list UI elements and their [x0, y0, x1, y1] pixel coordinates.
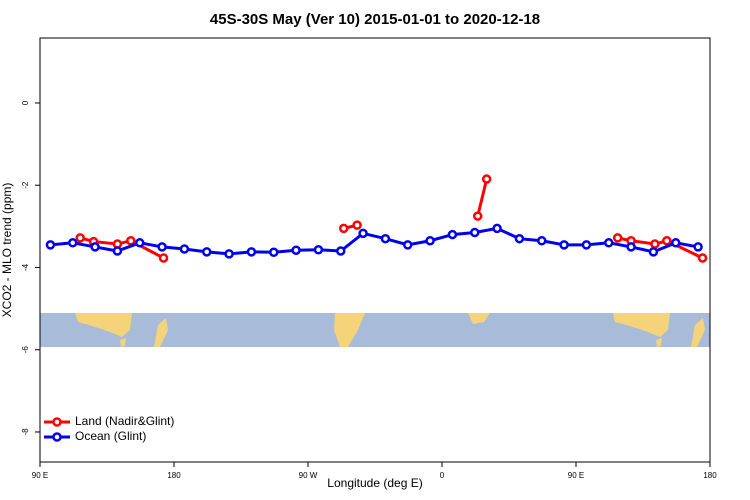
y-tick-label: -8 — [21, 428, 30, 436]
data-point — [157, 242, 167, 252]
data-point — [112, 246, 123, 256]
data-point — [537, 235, 547, 246]
land-shape — [691, 318, 705, 347]
data-point — [662, 235, 672, 246]
data-point — [135, 238, 145, 248]
data-point — [313, 245, 324, 255]
data-point — [358, 228, 368, 239]
data-point — [559, 240, 569, 250]
x-tick-label: 0 — [440, 471, 445, 480]
data-point — [470, 227, 480, 238]
data-point — [338, 223, 349, 234]
data-point — [380, 233, 391, 244]
land-shape — [75, 313, 132, 337]
legend-marker — [52, 417, 62, 427]
y-tick-label: 0 — [21, 100, 30, 105]
plot-frame — [39, 37, 711, 463]
data-point — [481, 174, 492, 184]
data-point — [90, 242, 100, 252]
x-tick-label: 180 — [703, 471, 717, 480]
data-point — [581, 240, 592, 250]
legend-label: Ocean (Glint) — [75, 429, 146, 443]
y-axis-label: XCO2 - MLO trend (ppm) — [0, 183, 14, 318]
land-shape — [154, 318, 168, 347]
data-point — [626, 242, 636, 252]
data-point — [671, 238, 681, 248]
data-point — [291, 245, 301, 255]
chart-title: 45S-30S May (Ver 10) 2015-01-01 to 2020-… — [210, 11, 540, 28]
y-tick-label: -2 — [21, 181, 30, 189]
data-point — [693, 242, 703, 252]
land-shape — [334, 313, 365, 347]
data-point — [472, 211, 483, 221]
data-point — [514, 233, 525, 244]
land-shape — [468, 313, 490, 324]
data-point — [68, 238, 78, 248]
data-point — [650, 239, 660, 249]
x-tick-label: 90 E — [568, 471, 584, 480]
data-point — [697, 253, 708, 263]
legend: Land (Nadir&Glint)Ocean (Glint) — [44, 414, 174, 443]
data-point — [447, 229, 458, 240]
data-point — [269, 247, 279, 258]
data-point — [352, 220, 362, 230]
legend-marker — [52, 432, 62, 442]
data-point — [179, 244, 190, 254]
data-point — [202, 247, 212, 257]
x-axis-label: Longitude (deg E) — [327, 476, 422, 490]
y-tick-label: -4 — [21, 263, 30, 271]
x-tick-label: 90 E — [32, 471, 48, 480]
data-point — [246, 247, 257, 257]
data-point — [648, 247, 659, 257]
x-tick-label: 90 W — [299, 471, 318, 480]
legend-label: Land (Nadir&Glint) — [75, 414, 174, 428]
land-shape — [120, 338, 126, 347]
data-point — [403, 240, 413, 250]
x-tick-label: 180 — [167, 471, 181, 480]
data-point — [425, 235, 435, 246]
map-band — [40, 313, 710, 347]
data-point — [126, 235, 136, 246]
data-point — [604, 238, 614, 248]
data-point — [336, 246, 346, 256]
data-point — [45, 240, 56, 250]
land-shape — [613, 313, 670, 337]
land-shape — [656, 338, 662, 347]
data-point — [75, 233, 85, 243]
ocean-band — [40, 313, 710, 347]
data-point — [224, 249, 234, 259]
y-tick-label: -6 — [21, 346, 30, 354]
data-point — [492, 223, 502, 234]
data-point — [612, 233, 623, 243]
data-point — [158, 253, 169, 263]
